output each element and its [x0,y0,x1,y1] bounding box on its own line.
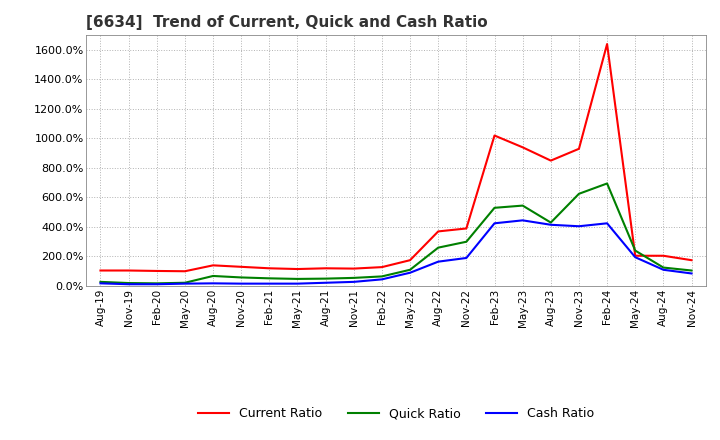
Quick Ratio [490,205,499,210]
Quick Ratio [377,274,386,279]
Current Ratio [546,158,555,163]
Current Ratio [462,226,471,231]
Quick Ratio [659,265,667,270]
Quick Ratio [237,275,246,280]
Quick Ratio [209,273,217,279]
Cash Ratio [153,282,161,287]
Cash Ratio [490,221,499,226]
Current Ratio [659,253,667,258]
Current Ratio [687,257,696,263]
Cash Ratio [181,281,189,286]
Current Ratio [153,268,161,274]
Cash Ratio [546,222,555,227]
Quick Ratio [181,280,189,286]
Current Ratio [209,263,217,268]
Text: [6634]  Trend of Current, Quick and Cash Ratio: [6634] Trend of Current, Quick and Cash … [86,15,488,30]
Current Ratio [603,41,611,47]
Cash Ratio [518,218,527,223]
Current Ratio [96,268,105,273]
Cash Ratio [125,282,133,287]
Current Ratio [125,268,133,273]
Quick Ratio [125,280,133,286]
Quick Ratio [518,203,527,208]
Quick Ratio [462,239,471,244]
Line: Quick Ratio: Quick Ratio [101,183,691,283]
Current Ratio [518,145,527,150]
Line: Current Ratio: Current Ratio [101,44,691,271]
Cash Ratio [265,281,274,286]
Quick Ratio [265,276,274,281]
Quick Ratio [153,281,161,286]
Cash Ratio [293,281,302,286]
Quick Ratio [603,181,611,186]
Quick Ratio [434,245,443,250]
Cash Ratio [659,267,667,272]
Current Ratio [406,257,415,263]
Cash Ratio [631,255,639,260]
Current Ratio [321,266,330,271]
Current Ratio [181,268,189,274]
Quick Ratio [575,191,583,196]
Quick Ratio [406,267,415,272]
Legend: Current Ratio, Quick Ratio, Cash Ratio: Current Ratio, Quick Ratio, Cash Ratio [193,402,599,425]
Current Ratio [265,266,274,271]
Cash Ratio [687,271,696,276]
Quick Ratio [96,279,105,285]
Quick Ratio [321,276,330,281]
Line: Cash Ratio: Cash Ratio [101,220,691,284]
Cash Ratio [377,277,386,282]
Cash Ratio [209,281,217,286]
Current Ratio [490,133,499,138]
Cash Ratio [462,255,471,260]
Current Ratio [434,229,443,234]
Quick Ratio [293,276,302,282]
Quick Ratio [687,268,696,273]
Current Ratio [377,264,386,270]
Quick Ratio [546,220,555,225]
Cash Ratio [349,279,358,285]
Quick Ratio [631,248,639,253]
Cash Ratio [575,224,583,229]
Current Ratio [631,253,639,258]
Cash Ratio [237,281,246,286]
Current Ratio [293,266,302,271]
Current Ratio [349,266,358,271]
Quick Ratio [349,275,358,281]
Cash Ratio [603,221,611,226]
Cash Ratio [406,270,415,275]
Current Ratio [575,146,583,151]
Cash Ratio [321,280,330,286]
Cash Ratio [96,281,105,286]
Current Ratio [237,264,246,269]
Cash Ratio [434,259,443,264]
